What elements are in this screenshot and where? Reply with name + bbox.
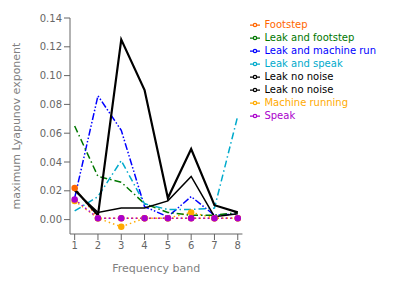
svg-text:Frequency band: Frequency band [112, 262, 200, 275]
html-text:Footstep: Footstep [264, 19, 308, 30]
html-text:Leak and footstep: Leak and footstep [264, 32, 355, 43]
svg-text:6: 6 [188, 240, 194, 251]
html-text:Speak: Speak [264, 110, 296, 121]
svg-text:0.04: 0.04 [40, 157, 62, 168]
svg-text:1: 1 [71, 240, 77, 251]
svg-text:5: 5 [165, 240, 171, 251]
svg-text:maximum Lyapunov exponent: maximum Lyapunov exponent [10, 42, 23, 209]
svg-text:0.06: 0.06 [40, 128, 62, 139]
svg-text:0.08: 0.08 [40, 99, 62, 110]
svg-text:0.14: 0.14 [40, 13, 62, 24]
svg-text:8: 8 [235, 240, 241, 251]
svg-text:0.12: 0.12 [40, 41, 62, 52]
svg-text:2: 2 [95, 240, 101, 251]
svg-text:3: 3 [118, 240, 124, 251]
html-text:Leak and speak: Leak and speak [264, 58, 343, 69]
html-text:Machine running: Machine running [264, 97, 349, 108]
html-text:Leak and machine run: Leak and machine run [264, 45, 376, 56]
html-text:Leak no noise: Leak no noise [264, 71, 334, 82]
html-text:Leak no noise: Leak no noise [264, 84, 334, 95]
svg-text:0.02: 0.02 [40, 185, 62, 196]
svg-text:7: 7 [211, 240, 217, 251]
svg-text:4: 4 [141, 240, 147, 251]
svg-text:0.00: 0.00 [40, 214, 62, 225]
svg-text:0.10: 0.10 [40, 70, 62, 81]
